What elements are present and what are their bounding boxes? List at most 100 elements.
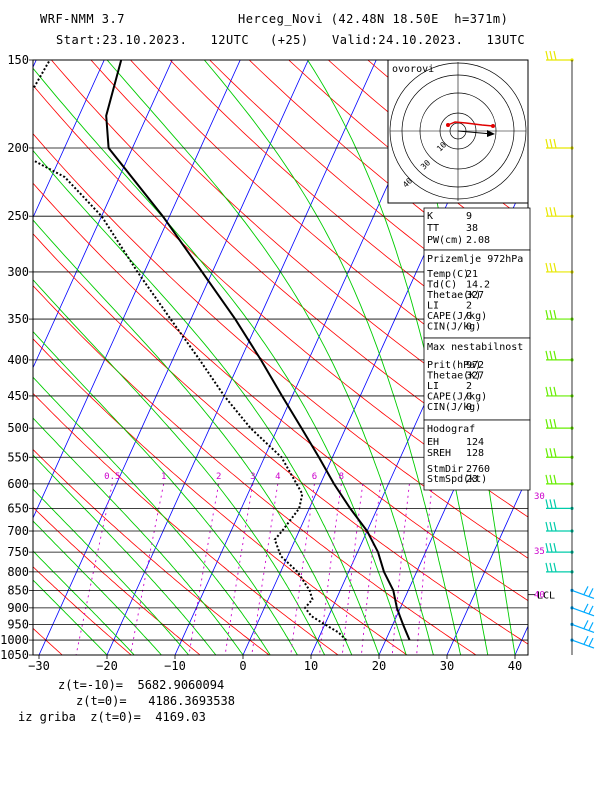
wind-barb-flag [545,309,549,320]
moist-adiabat-line [106,60,434,655]
indices-key: CAPE(J/kg) [427,311,487,322]
pressure-tick-label: 850 [7,583,29,597]
isotherm-line [33,60,241,519]
wind-barb-flag [553,419,557,429]
wind-barb-flag [549,386,553,397]
pressure-tick-label: 1000 [0,633,29,647]
wind-barb-flag [545,542,549,553]
wind-barb-flag [545,207,549,217]
mixing-ratio-line [290,483,315,655]
storm-motion-arrowhead [487,130,495,137]
mixing-ratio-label: 0.5 [104,472,120,482]
temperature-axis: −30 −20 −10 0 10 20 30 40 [28,655,522,673]
temperature-tick-label: −10 [164,659,186,673]
pressure-tick-label: 950 [7,617,29,631]
barb-speed-label: 35 [534,547,545,557]
start-time: Start:23.10.2023. 12UTC [56,33,250,47]
indices-value: 327 [466,290,484,301]
isotherm-line [38,60,309,655]
wind-barb-staff [571,623,595,633]
indices-value: 972 [466,360,484,371]
indices-value: 2.08 [466,235,490,246]
wind-barb-flag [553,207,557,217]
pressure-tick-label: 750 [7,545,29,559]
dry-adiabat-line [33,506,201,655]
wind-barb-flag [549,138,553,149]
wind-barb-flag [553,499,557,509]
moist-adiabat-line [33,330,298,655]
pressure-tick-label: 450 [7,389,29,403]
valid-time: Valid:24.10.2023. 13UTC [332,33,526,47]
pressure-tick-label: 800 [7,565,29,579]
mixing-ratio-labels: 0.5 1 2 3 4 6 8 [104,472,344,482]
indices-value: 0 [466,322,472,333]
indices-key: SREH [427,448,451,459]
indices-key: K [427,211,433,222]
pressure-tick-label: 250 [7,209,29,223]
pressure-tick-label: 1050 [0,648,29,662]
mixing-ratio-line [416,483,433,655]
hodograph-label: ovorovi [392,64,434,75]
indices-value: 23 [466,474,478,485]
indices-key: CIN(J/kg) [427,322,481,333]
wind-barb-flag [588,637,594,647]
mixing-ratio-line [251,483,279,655]
mixing-ratio-label: 6 [312,472,317,482]
hodograph-point [491,124,495,128]
forecast-offset: (+25) [270,33,309,47]
indices-value: 0 [466,402,472,413]
moist-adiabat-line [33,454,217,655]
indices-key: LI [427,381,439,392]
pressure-tick-label: 600 [7,477,29,491]
wind-barb-flag [545,499,549,509]
pressure-tick-label: 300 [7,265,29,279]
wind-barb-staff [571,589,595,599]
wind-barb-staff [571,639,595,649]
indices-key: TT [427,223,439,234]
barb-speed-label: 30 [534,492,545,502]
pressure-tick-label: 500 [7,421,29,435]
wind-barb-flag [553,386,557,397]
mixing-ratio-line [224,483,254,655]
height-t-minus10: z(t=-10)= 5682.9060094 [58,678,225,692]
indices-section-title: Prizemlje 972hPa [427,254,523,265]
wind-barb-flag [549,50,553,61]
wind-barb-flag [553,542,557,553]
isotherm-line [33,60,105,219]
dry-adiabat-line [169,60,528,363]
wind-barb-flag [583,620,589,629]
temperature-tick-label: 40 [508,659,522,673]
hodograph-curve [447,121,494,127]
isotherm-line [583,60,600,655]
indices-key: Temp(C) [427,269,469,280]
isotherm-line [446,475,528,655]
mixing-ratio-line [391,483,410,655]
mixing-ratio-line [319,483,342,655]
wind-barb-flag [553,262,557,273]
pressure-tick-label: 900 [7,601,29,615]
wind-barb-flag [549,309,553,320]
wind-barb-flag [553,562,557,572]
moist-adiabat-line [33,279,326,655]
indices-value: 0 [466,392,472,403]
wind-barb-flag [583,586,589,595]
wind-barb-flag [545,562,549,572]
mixing-ratio-label: 2 [216,472,221,482]
lcl-label: LCL [537,591,555,602]
indices-value: 21 [466,269,478,280]
mixing-ratio-label: 1 [161,472,166,482]
wind-barb-flag [583,635,589,645]
indices-box [423,419,531,491]
mixing-ratio-label: 3 [250,472,255,482]
temperature-tick-label: −30 [28,659,50,673]
wind-barb-flag [545,138,549,149]
pressure-tick-label: 350 [7,312,29,326]
dry-adiabat-line [525,60,528,63]
wind-barb-flag [545,419,549,429]
indices-value: 0 [466,311,472,322]
height-from-grib: iz griba z(t=0)= 4169.03 [18,710,206,724]
indices-box [423,207,531,251]
